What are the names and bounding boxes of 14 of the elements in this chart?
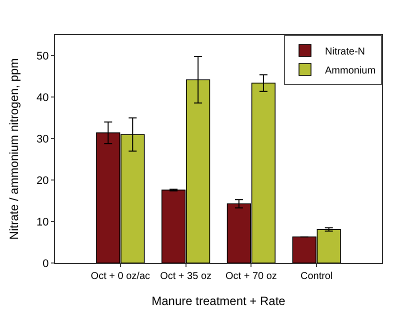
- x-tick-label: Control: [300, 271, 333, 282]
- y-tick-label: 20: [36, 174, 49, 187]
- y-tick-label: 40: [36, 92, 49, 104]
- x-tick-label: Oct + 70 oz: [225, 271, 277, 282]
- x-axis-title: Manure treatment + Rate: [152, 294, 286, 308]
- y-tick-label: 30: [36, 133, 49, 146]
- y-tick-label: 50: [36, 50, 49, 63]
- legend-label: Ammonium: [325, 65, 376, 76]
- x-tick-label: Oct + 35 oz: [160, 271, 212, 282]
- y-tick-label: 0: [42, 258, 49, 270]
- x-tick-label: Oct + 0 oz/ac: [90, 271, 150, 282]
- y-axis-title: Nitrate / ammonium nitrogen, ppm: [6, 58, 21, 240]
- legend-label: Nitrate-N: [325, 46, 366, 58]
- y-tick-label: 10: [36, 216, 49, 228]
